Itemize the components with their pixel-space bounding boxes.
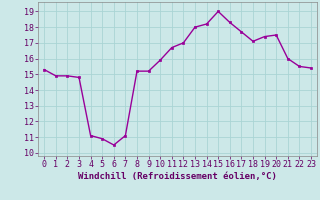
X-axis label: Windchill (Refroidissement éolien,°C): Windchill (Refroidissement éolien,°C) <box>78 172 277 181</box>
